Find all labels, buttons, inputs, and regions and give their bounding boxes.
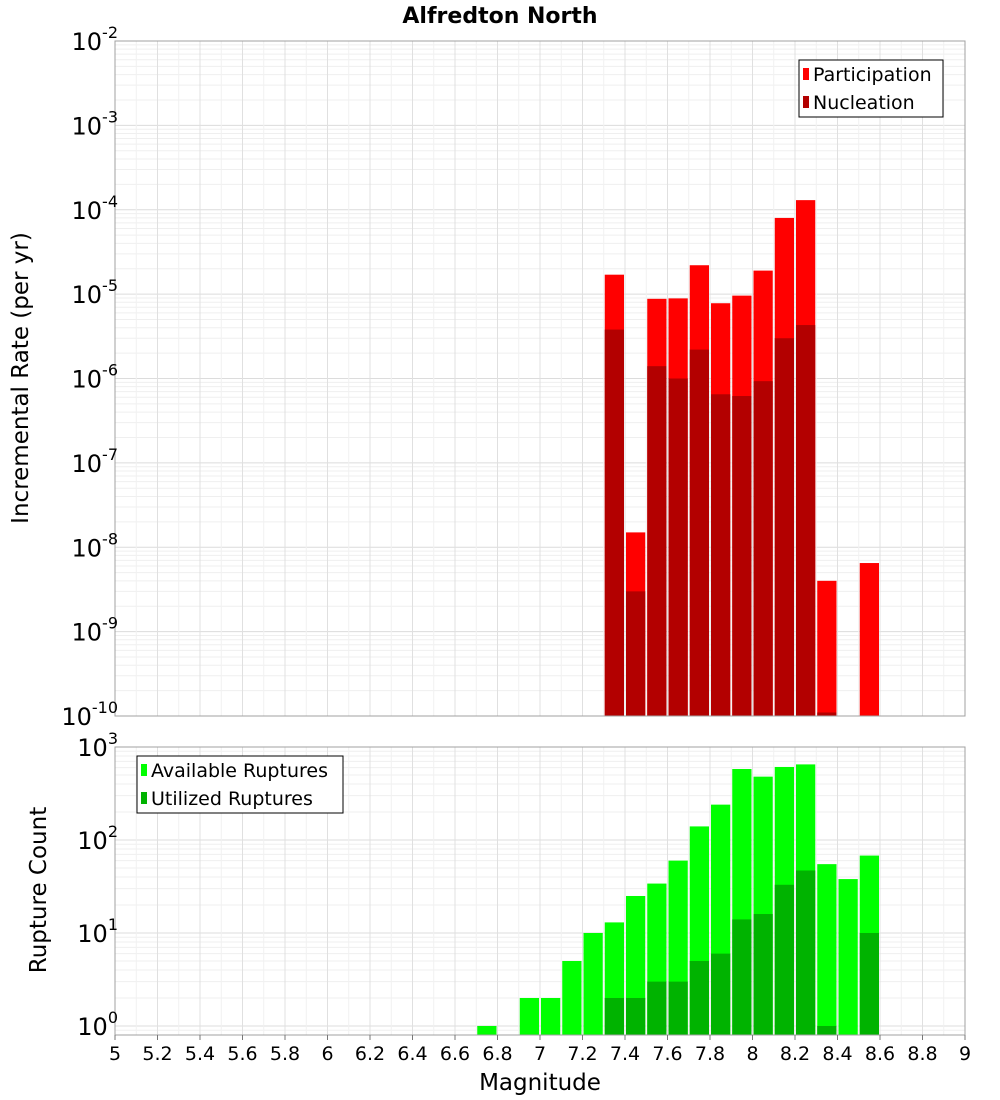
x-tick-label: 6.6 — [440, 1043, 470, 1065]
x-tick-label: 9 — [959, 1043, 971, 1065]
available-ruptures-bar — [583, 932, 603, 1035]
utilized-ruptures-bar — [604, 997, 624, 1035]
y-tick-label: 10-5 — [72, 276, 119, 309]
y-tick-label: 101 — [77, 915, 118, 948]
nucleation-bar — [817, 712, 837, 716]
plot-frame — [114, 40, 966, 717]
utilized-ruptures-bar — [796, 870, 816, 1035]
y-tick-label: 103 — [77, 729, 118, 762]
x-tick-label: 6.4 — [397, 1043, 427, 1065]
x-tick-label: 8.2 — [780, 1043, 810, 1065]
nucleation-bar — [626, 591, 646, 716]
available-ruptures-bar — [817, 864, 837, 1035]
y-tick-label: 10-2 — [72, 23, 119, 56]
available-ruptures-bar — [562, 960, 582, 1035]
y-tick-label: 10-8 — [72, 529, 119, 562]
x-axis-label: Magnitude — [479, 1070, 601, 1096]
utilized-ruptures-bar — [711, 953, 731, 1035]
legend-swatch — [803, 68, 809, 80]
x-tick-label: 5.4 — [185, 1043, 215, 1065]
nucleation-bar — [732, 396, 752, 716]
legend-swatch — [141, 792, 147, 804]
x-tick-label: 6.8 — [482, 1043, 512, 1065]
nucleation-bar — [796, 325, 816, 716]
nucleation-bar — [774, 338, 794, 716]
legend-entry: Utilized Ruptures — [151, 788, 313, 810]
x-tick-label: 7.4 — [610, 1043, 640, 1065]
y-tick-label: 100 — [77, 1008, 118, 1041]
participation-bar — [859, 563, 879, 716]
legend-swatch — [803, 96, 809, 108]
y-tick-label: 102 — [77, 822, 118, 855]
nucleation-bar — [647, 366, 667, 716]
x-tick-label: 7.6 — [652, 1043, 682, 1065]
y-tick-label: 10-9 — [72, 614, 119, 647]
x-tick-label: 5.8 — [270, 1043, 300, 1065]
x-tick-label: 5.6 — [227, 1043, 257, 1065]
y-tick-label: 10-4 — [72, 192, 119, 225]
utilized-ruptures-bar — [647, 981, 667, 1035]
x-tick-label: 7.2 — [567, 1043, 597, 1065]
legend-entry: Participation — [813, 64, 932, 86]
legend-box — [136, 755, 344, 814]
legend-entry: Nucleation — [813, 92, 915, 114]
utilized-ruptures-bar — [732, 919, 752, 1035]
x-tick-label: 8.4 — [822, 1043, 852, 1065]
utilized-ruptures-bar — [774, 884, 794, 1035]
nucleation-bar — [668, 378, 688, 716]
participation-bar — [817, 580, 837, 716]
nucleation-bar — [604, 329, 624, 716]
rate-legend: Participation Nucleation — [798, 59, 944, 118]
nucleation-bar — [689, 349, 709, 716]
x-tick-label: 8.6 — [865, 1043, 895, 1065]
available-ruptures-bar — [477, 1025, 497, 1035]
y-tick-label: 10-7 — [72, 445, 119, 478]
y-tick-label: 10-6 — [72, 361, 119, 394]
nucleation-bar — [711, 394, 731, 716]
x-tick-label: 8.8 — [907, 1043, 937, 1065]
available-ruptures-bar — [838, 879, 858, 1035]
utilized-ruptures-bar — [817, 1025, 837, 1035]
utilized-ruptures-bar — [689, 960, 709, 1035]
top-y-axis-label: Incremental Rate (per yr) — [8, 232, 34, 524]
chart-title: Alfredton North — [402, 4, 597, 29]
x-tick-label: 5 — [109, 1043, 121, 1065]
x-tick-label: 6 — [321, 1043, 333, 1065]
utilized-ruptures-bar — [753, 914, 773, 1035]
nucleation-bar — [753, 381, 773, 716]
bottom-y-axis-label: Rupture Count — [26, 807, 52, 973]
utilized-ruptures-bar — [668, 981, 688, 1035]
x-tick-label: 7 — [534, 1043, 546, 1065]
legend-swatch — [141, 764, 147, 776]
x-tick-label: 5.2 — [142, 1043, 172, 1065]
legend-box — [798, 59, 944, 118]
x-tick-label: 8 — [746, 1043, 758, 1065]
x-tick-label: 7.8 — [695, 1043, 725, 1065]
available-ruptures-bar — [541, 997, 561, 1035]
count-legend: Available Ruptures Utilized Ruptures — [136, 755, 344, 814]
utilized-ruptures-bar — [859, 932, 879, 1035]
y-tick-label: 10-10 — [61, 698, 118, 731]
x-tick-label: 6.2 — [355, 1043, 385, 1065]
available-ruptures-bar — [519, 997, 539, 1035]
y-tick-label: 10-3 — [72, 107, 119, 140]
utilized-ruptures-bar — [626, 997, 646, 1035]
rate-panel: 10-10 10-9 10-8 10-7 10-6 10-5 10-4 10-3 10-2 Par… — [61, 23, 966, 731]
legend-entry: Available Ruptures — [151, 760, 328, 782]
